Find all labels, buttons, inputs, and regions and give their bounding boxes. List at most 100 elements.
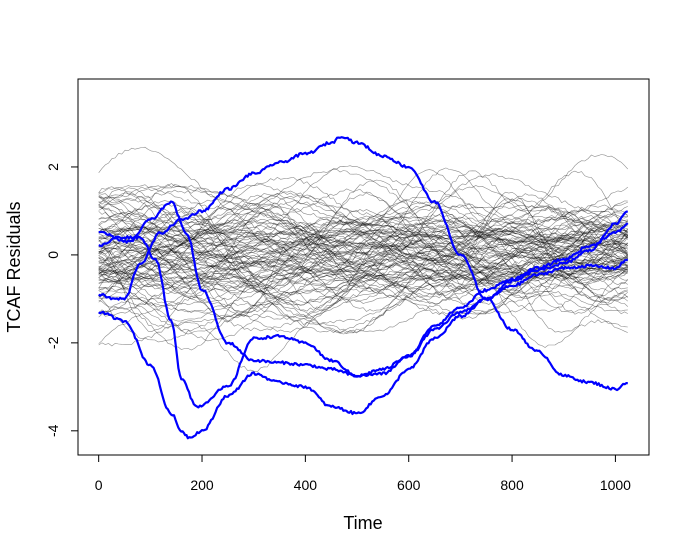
background-series-line bbox=[98, 225, 629, 250]
background-series-line bbox=[98, 237, 628, 283]
highlighted-series-group bbox=[98, 136, 629, 440]
background-series-line bbox=[98, 169, 629, 303]
background-series-line bbox=[98, 199, 629, 288]
x-axis: 0 200 400 600 800 1000 bbox=[95, 454, 631, 493]
background-series-line bbox=[98, 225, 628, 278]
background-series-line bbox=[98, 216, 628, 260]
background-series-line bbox=[98, 231, 628, 264]
background-series-line bbox=[98, 220, 629, 314]
background-series-line bbox=[98, 228, 628, 245]
background-series-line bbox=[98, 192, 628, 304]
background-series-line bbox=[98, 188, 628, 262]
background-series-line bbox=[98, 221, 629, 272]
background-series-line bbox=[98, 230, 628, 263]
background-series-line bbox=[98, 234, 629, 280]
background-series-line bbox=[98, 251, 628, 287]
background-series-line bbox=[98, 217, 628, 290]
y-tick-label: -4 bbox=[45, 424, 61, 437]
background-series-line bbox=[98, 218, 628, 282]
x-tick-label: 600 bbox=[397, 477, 421, 493]
background-series-line bbox=[98, 269, 628, 344]
background-series-line bbox=[98, 201, 628, 270]
background-series-line bbox=[98, 196, 628, 287]
background-series-line bbox=[98, 198, 629, 333]
x-tick-label: 0 bbox=[95, 477, 103, 493]
y-tick-label: -2 bbox=[45, 336, 61, 349]
x-tick-label: 1000 bbox=[600, 477, 631, 493]
background-series-line bbox=[98, 211, 628, 267]
highlighted-series-line-4 bbox=[98, 222, 629, 409]
background-series-group bbox=[98, 146, 629, 373]
y-tick-label: 2 bbox=[45, 163, 61, 171]
background-series-line bbox=[98, 198, 628, 312]
background-series-line bbox=[98, 184, 628, 228]
background-series-line bbox=[98, 187, 628, 302]
y-axis-title: TCAF Residuals bbox=[4, 201, 24, 332]
background-series-line bbox=[98, 196, 628, 250]
background-series-line bbox=[98, 190, 628, 290]
background-series-line bbox=[98, 220, 629, 302]
background-series-line bbox=[98, 217, 628, 282]
background-series-line bbox=[98, 226, 628, 252]
background-series-line bbox=[98, 146, 629, 312]
background-series-line bbox=[98, 191, 628, 351]
background-series-line bbox=[98, 244, 628, 373]
background-series-line bbox=[98, 204, 628, 315]
background-series-line bbox=[98, 184, 628, 237]
background-series-line bbox=[98, 256, 628, 289]
background-series-line bbox=[98, 261, 628, 304]
background-series-line bbox=[98, 211, 628, 326]
x-tick-label: 800 bbox=[500, 477, 524, 493]
background-series-line bbox=[98, 227, 628, 273]
background-series-line bbox=[98, 206, 628, 316]
background-series-line bbox=[98, 221, 628, 295]
background-series-line bbox=[98, 173, 629, 332]
background-series-line bbox=[98, 207, 628, 301]
background-series-line bbox=[98, 191, 629, 333]
background-series-line bbox=[98, 193, 628, 275]
background-series-line bbox=[98, 243, 629, 310]
background-series-line bbox=[98, 242, 628, 306]
highlighted-series-line-2 bbox=[98, 258, 629, 440]
background-series-line bbox=[98, 217, 629, 334]
x-tick-label: 400 bbox=[294, 477, 318, 493]
background-series-line bbox=[98, 202, 628, 303]
background-series-line bbox=[98, 200, 628, 292]
background-series-line bbox=[98, 185, 628, 290]
background-series-line bbox=[98, 169, 628, 259]
background-series-line bbox=[98, 272, 628, 347]
background-series-line bbox=[98, 200, 629, 342]
background-series-line bbox=[98, 218, 628, 268]
background-series-line bbox=[98, 204, 629, 301]
background-series-line bbox=[98, 226, 628, 290]
background-series-line bbox=[98, 170, 628, 286]
background-series-line bbox=[98, 165, 628, 317]
background-series-line bbox=[98, 257, 628, 296]
background-series-line bbox=[98, 226, 629, 288]
background-series-line bbox=[98, 223, 628, 272]
highlighted-series-line-3 bbox=[98, 136, 628, 392]
background-series-line bbox=[98, 211, 629, 282]
background-series-line bbox=[98, 240, 628, 318]
background-series-line bbox=[98, 197, 628, 333]
background-series-line bbox=[98, 227, 628, 314]
background-series-line bbox=[98, 193, 628, 266]
background-series-line bbox=[98, 214, 628, 270]
background-series-line bbox=[98, 205, 628, 268]
background-series-line bbox=[98, 218, 628, 261]
background-series-line bbox=[98, 271, 628, 290]
x-axis-title: Time bbox=[343, 513, 382, 533]
background-series-line bbox=[98, 185, 628, 322]
background-series-line bbox=[98, 242, 629, 299]
y-axis: -4 -2 0 2 bbox=[45, 163, 79, 437]
background-series-line bbox=[98, 224, 628, 334]
background-series-line bbox=[98, 195, 628, 254]
x-tick-label: 200 bbox=[190, 477, 214, 493]
background-series-line bbox=[98, 167, 629, 315]
background-series-line bbox=[98, 232, 628, 273]
background-series-line bbox=[98, 234, 629, 312]
background-series-line bbox=[98, 228, 628, 335]
y-tick-label: 0 bbox=[45, 251, 61, 259]
background-series-line bbox=[98, 229, 628, 282]
